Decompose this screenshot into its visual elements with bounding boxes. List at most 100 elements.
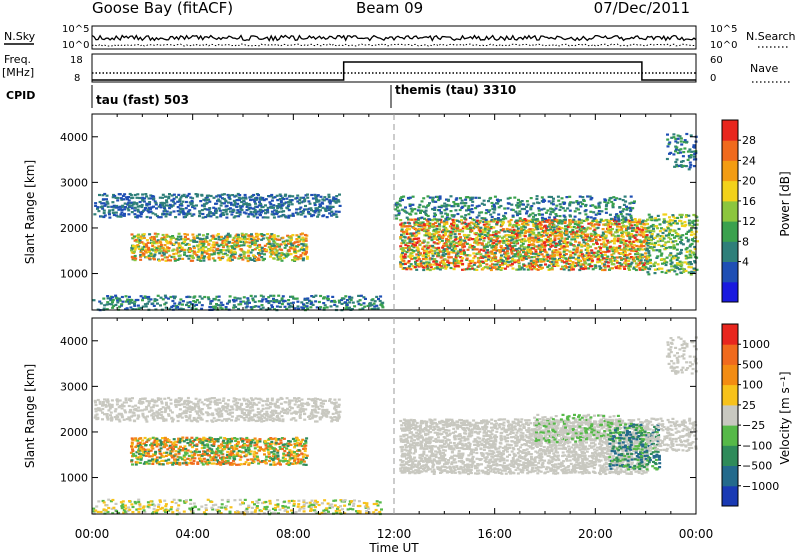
power-point: [306, 305, 309, 307]
power-point: [417, 248, 420, 250]
power-point: [411, 204, 414, 206]
power-point: [213, 197, 216, 199]
power-point: [196, 194, 199, 196]
velocity-point: [198, 414, 201, 416]
power-point: [131, 211, 134, 213]
power-point: [338, 211, 341, 213]
power-point: [559, 240, 562, 242]
power-point: [649, 262, 652, 264]
power-point: [114, 295, 117, 297]
power-point: [277, 211, 280, 213]
power-point: [193, 237, 196, 239]
cpid-label: CPID: [6, 89, 35, 102]
power-point: [250, 211, 253, 213]
power-point: [201, 249, 204, 251]
power-point: [230, 204, 233, 206]
power-point: [283, 242, 286, 244]
power-point: [438, 223, 441, 225]
power-point: [482, 240, 485, 242]
power-point: [202, 247, 205, 249]
power-point: [660, 255, 663, 257]
power-point: [613, 238, 616, 240]
power-point: [418, 204, 421, 206]
power-point: [254, 301, 257, 303]
power-point: [505, 238, 508, 240]
power-point: [464, 205, 467, 207]
power-point: [196, 299, 199, 301]
power-point: [127, 209, 130, 211]
velocity-point: [211, 421, 214, 423]
power-point: [445, 229, 448, 231]
power-point: [254, 203, 257, 205]
power-point: [420, 210, 423, 212]
power-point: [396, 206, 399, 208]
power-point: [236, 209, 239, 211]
power-point: [374, 300, 377, 302]
power-point: [327, 298, 330, 300]
power-point: [681, 214, 684, 216]
power-point: [504, 268, 507, 270]
power-point: [654, 272, 657, 274]
power-point: [119, 300, 122, 302]
power-point: [212, 257, 215, 259]
power-point: [157, 295, 160, 297]
power-point: [159, 248, 162, 250]
power-point: [599, 247, 602, 249]
power-point: [289, 247, 292, 249]
power-point: [572, 249, 575, 251]
power-point: [266, 209, 269, 211]
power-point: [258, 244, 261, 246]
power-point: [148, 300, 151, 302]
power-point: [523, 208, 526, 210]
power-point: [172, 305, 175, 307]
power-point: [646, 248, 649, 250]
power-point: [551, 267, 554, 269]
power-point: [635, 269, 638, 271]
power-point: [278, 252, 281, 254]
power-point: [609, 226, 612, 228]
power-point: [429, 249, 432, 251]
power-point: [344, 295, 347, 297]
power-point: [284, 300, 287, 302]
power-point: [440, 212, 443, 214]
power-point: [584, 230, 587, 232]
power-point: [517, 261, 520, 263]
colorbar-swatch: [722, 221, 738, 242]
power-point: [323, 196, 326, 198]
power-point: [657, 240, 660, 242]
power-point: [262, 237, 265, 239]
velocity-point: [159, 417, 162, 419]
power-point: [335, 202, 338, 204]
power-point: [687, 257, 690, 259]
power-point: [627, 260, 630, 262]
power-point: [428, 218, 431, 220]
power-point: [98, 194, 101, 196]
velocity-scatter: [92, 336, 698, 515]
power-point: [570, 233, 573, 235]
power-point: [666, 158, 669, 160]
power-point: [149, 252, 152, 254]
power-point: [165, 201, 168, 203]
power-point: [232, 209, 235, 211]
power-point: [154, 233, 157, 235]
power-point: [444, 258, 447, 260]
power-point: [605, 208, 608, 210]
power-point: [318, 301, 321, 303]
power-point: [328, 199, 331, 201]
power-point: [421, 200, 424, 202]
power-point: [259, 203, 262, 205]
power-point: [425, 234, 428, 236]
power-point: [123, 215, 126, 217]
power-point: [644, 252, 647, 254]
power-point: [657, 263, 660, 265]
power-point: [169, 296, 172, 298]
power-point: [584, 213, 587, 215]
power-point: [330, 305, 333, 307]
power-point: [659, 238, 662, 240]
power-point: [506, 228, 509, 230]
power-point: [471, 201, 474, 203]
power-point: [172, 253, 175, 255]
power-point: [165, 199, 168, 201]
power-point: [578, 218, 581, 220]
power-point: [646, 271, 649, 273]
